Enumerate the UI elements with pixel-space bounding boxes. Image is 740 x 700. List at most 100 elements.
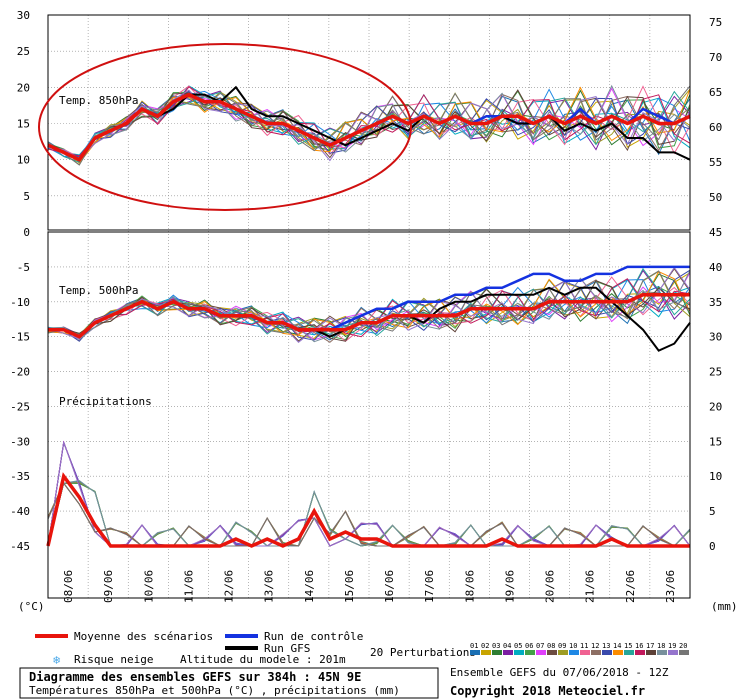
member-number: 01 xyxy=(470,642,478,650)
legend-snow-label: Risque neige xyxy=(74,653,153,666)
member-swatch xyxy=(646,650,656,655)
member-number: 17 xyxy=(646,642,654,650)
right-tick-label: 70 xyxy=(709,51,722,64)
member-swatch xyxy=(558,650,568,655)
x-tick-label: 12/06 xyxy=(223,570,236,603)
x-tick-label: 23/06 xyxy=(664,570,677,603)
member-swatch xyxy=(624,650,634,655)
x-tick-label: 18/06 xyxy=(463,570,476,603)
mean-precip-line xyxy=(46,472,690,548)
right-tick-label: 20 xyxy=(709,400,722,413)
member-swatch xyxy=(547,650,557,655)
member-number: 04 xyxy=(503,642,511,650)
legend-member-swatches: 01 02 03 04 05 06 07 08 09 10 11 12 13 14 15 16 17 18 19 20 xyxy=(470,642,689,655)
left-tick-label: 0 xyxy=(23,226,30,239)
x-tick-label: 08/06 xyxy=(62,570,75,603)
legend-mean-label: Moyenne des scénarios xyxy=(74,630,213,643)
member-number: 02 xyxy=(481,642,489,650)
left-tick-label: -35 xyxy=(10,470,30,483)
right-tick-label: 50 xyxy=(709,191,722,204)
member-number: 13 xyxy=(602,642,610,650)
member-number: 16 xyxy=(635,642,643,650)
title-box xyxy=(19,667,439,699)
member-swatch xyxy=(602,650,612,655)
x-tick-label: 20/06 xyxy=(544,570,557,603)
snowflake-icon: ❄ xyxy=(53,653,60,667)
member-850-line xyxy=(47,84,691,159)
member-number: 09 xyxy=(558,642,566,650)
mean-850-line xyxy=(47,92,691,162)
member-swatch xyxy=(525,650,535,655)
left-tick-label: 30 xyxy=(17,9,30,22)
right-tick-label: 35 xyxy=(709,296,722,309)
member-swatch xyxy=(591,650,601,655)
member-number: 15 xyxy=(624,642,632,650)
model-altitude: Altitude du modele : 201m xyxy=(180,653,346,666)
x-tick-label: 09/06 xyxy=(102,570,115,603)
x-tick-label: 11/06 xyxy=(182,570,195,603)
x-tick-label: 17/06 xyxy=(423,570,436,603)
legend-control-label: Run de contrôle xyxy=(264,630,363,643)
x-tick-label: 13/06 xyxy=(263,570,276,603)
panel-label-500: Temp. 500hPa xyxy=(59,284,138,297)
member-number: 14 xyxy=(613,642,621,650)
member-swatch xyxy=(569,650,579,655)
panel-frame-850 xyxy=(47,14,691,231)
member-500-line xyxy=(47,278,691,338)
left-tick-label: 10 xyxy=(17,154,30,167)
panel-frame-lower xyxy=(47,231,691,599)
right-tick-label: 25 xyxy=(709,366,722,379)
x-tick-label: 21/06 xyxy=(584,570,597,603)
copyright: Copyright 2018 Meteociel.fr xyxy=(450,684,645,698)
right-tick-label: 65 xyxy=(709,86,722,99)
x-tick-label: 14/06 xyxy=(303,570,316,603)
left-tick-label: -5 xyxy=(17,261,30,274)
left-tick-label: -20 xyxy=(10,366,30,379)
left-tick-label: 5 xyxy=(23,190,30,203)
x-tick-label: 15/06 xyxy=(343,570,356,603)
mean-500-line xyxy=(48,293,690,339)
left-unit: (°C) xyxy=(18,600,45,613)
member-number: 06 xyxy=(525,642,533,650)
member-number: 08 xyxy=(547,642,555,650)
member-swatch xyxy=(679,650,689,655)
right-tick-label: 55 xyxy=(709,156,722,169)
chart-subtitle: Températures 850hPa et 500hPa (°C) , pré… xyxy=(29,684,400,697)
panel-frames xyxy=(47,14,691,599)
right-tick-label: 10 xyxy=(709,470,722,483)
left-tick-label: -45 xyxy=(10,540,30,553)
member-number: 11 xyxy=(580,642,588,650)
right-tick-label: 30 xyxy=(709,331,722,344)
member-number: 12 xyxy=(591,642,599,650)
member-swatch xyxy=(514,650,524,655)
member-500-line xyxy=(47,276,691,342)
x-tick-label: 16/06 xyxy=(383,570,396,603)
ensemble-run: Ensemble GEFS du 07/06/2018 - 12Z xyxy=(450,666,669,679)
right-tick-label: 5 xyxy=(709,505,716,518)
member-swatch xyxy=(503,650,513,655)
member-swatch xyxy=(657,650,667,655)
left-tick-label: -25 xyxy=(10,400,30,413)
series-layer xyxy=(46,84,691,548)
right-tick-label: 15 xyxy=(709,435,722,448)
left-tick-label: 25 xyxy=(17,45,30,58)
left-tick-label: -40 xyxy=(10,505,30,518)
legend-gfs-label: Run GFS xyxy=(264,642,310,655)
legend-perturbations-label: 20 Perturbations xyxy=(370,646,476,659)
annotation-ellipse xyxy=(38,43,412,211)
member-850-line xyxy=(47,85,691,166)
member-swatch xyxy=(492,650,502,655)
left-tick-label: -30 xyxy=(10,435,30,448)
right-tick-label: 40 xyxy=(709,261,722,274)
member-precip-line xyxy=(47,441,691,547)
member-swatch xyxy=(668,650,678,655)
tick-labels: 302520151050-5-10-15-20-25-30-35-40-4575… xyxy=(10,9,722,603)
member-number: 03 xyxy=(492,642,500,650)
x-tick-label: 10/06 xyxy=(142,570,155,603)
member-number: 20 xyxy=(679,642,687,650)
member-number: 05 xyxy=(514,642,522,650)
left-tick-label: 15 xyxy=(17,118,30,131)
right-tick-label: 0 xyxy=(709,540,716,553)
member-swatch xyxy=(481,650,491,655)
